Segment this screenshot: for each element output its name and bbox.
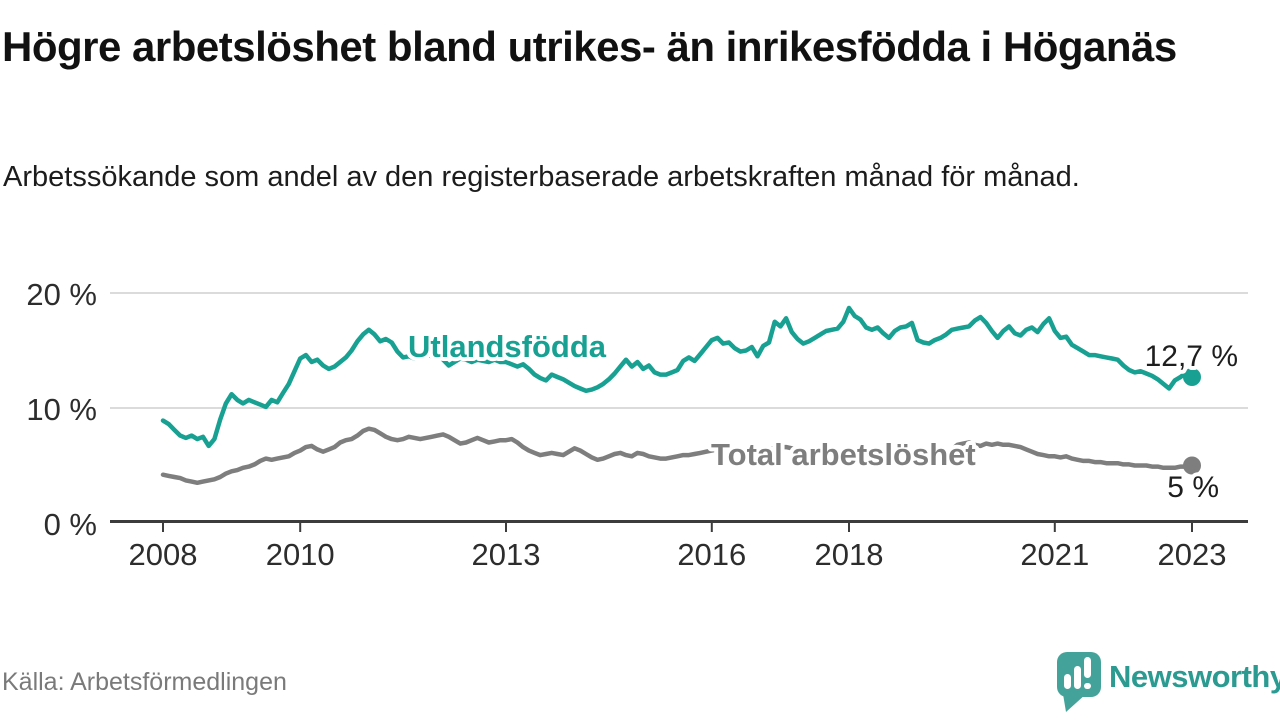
series-label-total-arbetsloshet: Total arbetslöshet: [711, 437, 976, 472]
x-tick-label: 2010: [266, 537, 335, 572]
source-attribution: Källa: Arbetsförmedlingen: [2, 668, 287, 696]
chart-subtitle: Arbetssökande som andel av den registerb…: [3, 161, 1080, 193]
end-dot-total-arbetsloshet: [1183, 456, 1201, 475]
newsworthy-logo[interactable]: Newsworthy: [1048, 646, 1280, 716]
y-gridlines-and-labels: 0 % 10 % 20 %: [26, 277, 1248, 542]
x-tick-label: 2023: [1158, 537, 1227, 572]
x-tick-label: 2018: [815, 537, 884, 572]
x-tick-label: 2013: [472, 537, 541, 572]
y-tick-label: 0 %: [44, 507, 97, 542]
end-value-label-total-arbetsloshet: 5 %: [1167, 471, 1219, 504]
series-line-utlandsfodda: [160, 305, 1195, 449]
series-line-total-arbetsloshet: [160, 426, 1195, 486]
series-layer: [160, 305, 1201, 486]
x-tick-label: 2016: [677, 537, 746, 572]
end-dot-utlandsfodda: [1183, 368, 1201, 386]
x-axis: 2008 2010 2013 2016 2018 2021 2023: [110, 520, 1248, 572]
x-tick-label: 2008: [129, 537, 198, 572]
speech-bubble-bar-chart-icon: [1057, 652, 1101, 712]
x-tick-label: 2021: [1020, 537, 1089, 572]
y-tick-label: 10 %: [26, 392, 97, 427]
chart-title: Högre arbetslöshet bland utrikes- än inr…: [2, 23, 1177, 70]
series-label-utlandsfodda: Utlandsfödda: [408, 329, 607, 364]
newsworthy-wordmark: Newsworthy: [1109, 659, 1280, 694]
y-tick-label: 20 %: [26, 277, 97, 312]
end-value-label-utlandsfodda: 12,7 %: [1145, 340, 1238, 373]
